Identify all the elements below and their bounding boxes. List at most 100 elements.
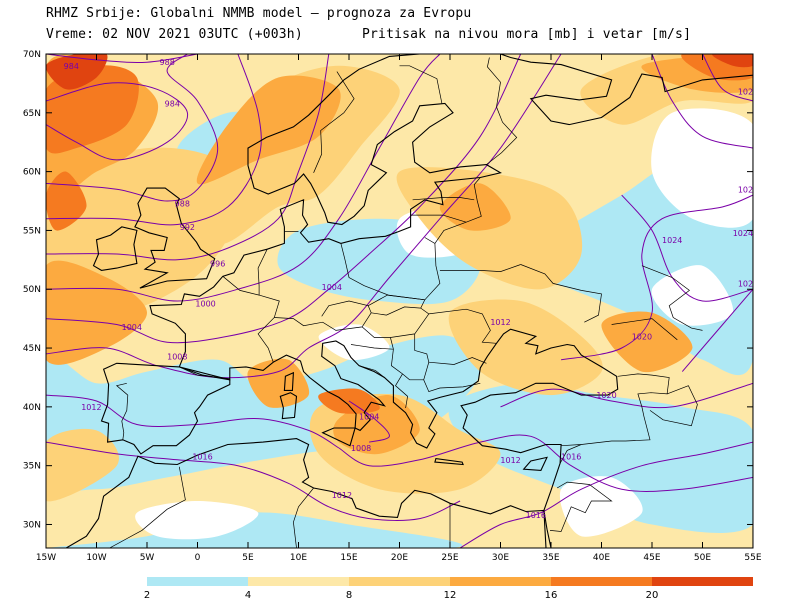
lon-tick-label: 10W [86,553,106,563]
coastline [46,438,547,548]
lat-tick-label: 55N [23,226,41,236]
isobar-line [681,288,753,372]
colorbar-segment [248,577,349,586]
isobar-label: 1008 [167,352,187,361]
isobar-line [46,54,441,302]
lon-tick-label: 10E [290,553,307,563]
country-border [313,71,355,173]
country-border [293,487,314,548]
isobar-label: 1004 [122,323,142,332]
lat-tick-label: 30N [23,521,41,531]
country-border [641,265,703,331]
isobar-label: 996 [210,259,225,268]
isobar-line [702,54,753,102]
country-border [222,276,280,363]
country-border [486,57,518,165]
country-border [649,385,698,427]
lon-tick-label: 30E [492,553,509,563]
coastline [100,362,231,455]
axis-ticks: 70N 65N 60N 55N 50N 45N 40N 35N 30N 15W 10W 5W 0 5E 10… [23,50,762,563]
isobar-line [338,434,753,492]
country-border [439,264,521,272]
title-line-2-left: Vreme: 02 NOV 2021 03UTC (+003h) [46,27,303,42]
lat-tick-label: 35N [23,462,41,472]
wind-zone-gale [46,54,108,90]
country-border [434,177,482,244]
colorbar-label: 16 [545,590,558,600]
coastline [522,456,548,471]
isobar-label: 1008 [351,444,371,453]
colorbar-label: 20 [646,590,659,600]
isobar-label: 988 [175,199,190,208]
isobar-label: 1024 [733,229,753,238]
wind-zone-light [46,335,481,492]
wind-zone-calm [559,476,643,537]
wind-zone-very_strong [46,171,87,231]
colorbar-segment [652,577,753,586]
wind-zone-strong [46,260,147,365]
isobar-line [459,441,753,548]
map-area: 984 988 984 988 992 996 1000 1004 1004 1008 1012 10… [46,54,753,548]
isobar-labels: 984 988 984 988 992 996 1000 1004 1004 1008 1012 10… [64,58,753,520]
isobar-line [46,394,340,449]
lat-tick-label: 60N [23,168,41,178]
country-border [350,344,394,350]
isobar-line [46,441,461,521]
wind-zone-calm [651,108,753,228]
lon-tick-label: 15E [340,553,357,563]
isobar-line [46,54,330,261]
lat-tick-label: 65N [23,109,41,119]
wind-zone-strong [196,75,341,185]
country-border [611,318,678,341]
lat-tick-label: 45N [23,344,41,354]
colorbar-label: 8 [346,590,352,600]
isobar-label: 1012 [500,456,520,465]
lon-tick-label: 45E [643,553,660,563]
country-border [395,373,408,409]
coastline [434,457,464,466]
isobar-line [348,400,390,443]
colorbar-segment [551,577,652,586]
title-line-1: RHMZ Srbije: Globalni NMMB model — progn… [46,6,472,21]
lon-tick-label: 55E [744,553,761,563]
coastline [283,371,295,391]
isobar-label: 1016 [561,452,581,461]
isobar-line [46,54,198,63]
lon-tick-label: 50E [694,553,711,563]
isobar-line [46,54,219,202]
isobar-label: 988 [160,58,175,67]
lon-tick-label: 25E [441,553,458,563]
isobar-label: 1024 [662,236,682,245]
isobar-line [46,82,189,161]
lon-tick-label: 5E [242,553,254,563]
wind-zone-light [46,512,463,548]
colorbar-segment [349,577,450,586]
isobar-line [46,54,522,344]
lat-tick-label: 70N [23,50,41,60]
isobar-label: 1000 [195,299,215,308]
lon-tick-label: 0 [195,553,201,563]
country-border [257,249,268,296]
colorbar-segment [147,577,248,586]
isobar-label: 984 [165,99,180,108]
lon-tick-label: 40E [593,553,610,563]
lat-tick-label: 40N [23,403,41,413]
coastlines [46,54,753,548]
colorbar-label: 2 [144,590,150,600]
coastline [92,226,138,271]
coastline [149,54,753,548]
isobar-label: 992 [180,223,195,232]
colorbar-label: 12 [444,590,457,600]
lat-tick-label: 50N [23,285,41,295]
country-border [559,444,582,464]
lon-tick-label: 35E [542,553,559,563]
wind-zone-strong [601,311,693,373]
wind-zone-fresh [46,428,119,502]
isobar-label: 1020 [632,332,652,341]
colorbar: 2 4 8 12 16 20 [144,577,753,600]
coastline [279,392,298,420]
title-line-2-right: Pritisak na nivou mora [mb] i vetar [m/s… [362,27,692,42]
country-border [561,373,670,447]
isobar-line [500,382,753,409]
isobar-line [46,54,562,379]
